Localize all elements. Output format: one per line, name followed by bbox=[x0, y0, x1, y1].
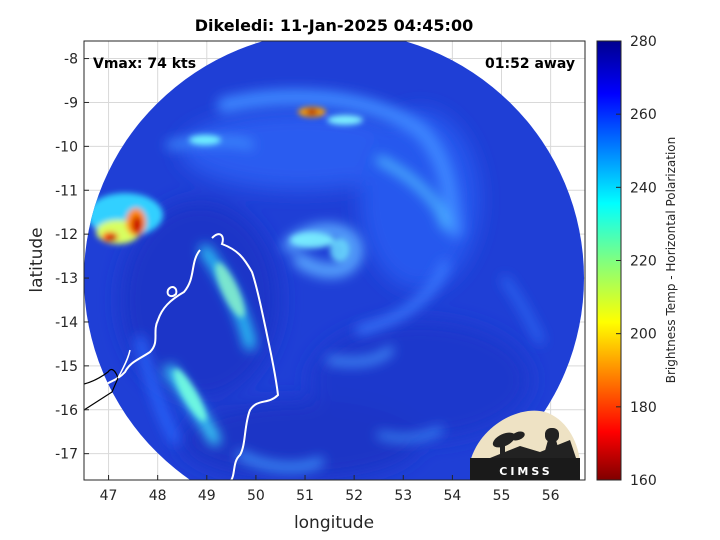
y-tick-label: -15 bbox=[55, 359, 78, 375]
colorbar-tick-label: 240 bbox=[630, 180, 657, 196]
y-axis-label: latitude bbox=[27, 227, 47, 292]
time-offset-annotation: 01:52 away bbox=[485, 56, 575, 72]
y-axis-ticks: -8 -9 -10 -11 -12 -13 -14 -15 -16 -17 bbox=[55, 52, 89, 463]
x-tick-label: 47 bbox=[100, 488, 118, 504]
logo-text: CIMSS bbox=[499, 465, 552, 478]
colorbar: 280 260 240 220 200 180 160 Brightness Temp - … bbox=[596, 34, 678, 489]
vmax-annotation: Vmax: 74 kts bbox=[93, 56, 196, 72]
x-tick-label: 51 bbox=[296, 488, 314, 504]
y-tick-label: -9 bbox=[64, 95, 78, 111]
chart-title: Dikeledi: 11-Jan-2025 04:45:00 bbox=[195, 16, 473, 35]
colorbar-tick-label: 160 bbox=[630, 473, 657, 489]
microwave-swath bbox=[84, 41, 584, 480]
plot-frame bbox=[83, 40, 586, 481]
colorbar-tick-label: 180 bbox=[630, 400, 657, 416]
y-tick-label: -16 bbox=[55, 403, 78, 419]
x-tick-label: 49 bbox=[198, 488, 216, 504]
x-tick-label: 52 bbox=[345, 488, 363, 504]
x-tick-label: 53 bbox=[394, 488, 412, 504]
africa-coastline bbox=[83, 368, 119, 411]
y-tick-label: -14 bbox=[55, 315, 78, 331]
madagascar-northwest-coastline bbox=[99, 249, 201, 389]
x-tick-label: 55 bbox=[493, 488, 511, 504]
colorbar-tick-label: 200 bbox=[630, 327, 657, 343]
colorbar-tick-label: 220 bbox=[630, 254, 657, 270]
x-axis-label: longitude bbox=[294, 513, 374, 533]
madagascar-coastline bbox=[211, 233, 280, 480]
x-tick-label: 54 bbox=[443, 488, 461, 504]
y-tick-label: -13 bbox=[55, 271, 78, 287]
x-tick-label: 50 bbox=[247, 488, 265, 504]
y-tick-label: -8 bbox=[64, 52, 78, 68]
y-tick-label: -12 bbox=[55, 227, 78, 243]
colorbar-tick-label: 260 bbox=[630, 107, 657, 123]
colorbar-label: Brightness Temp - Horizontal Polarizatio… bbox=[664, 137, 678, 384]
x-tick-label: 48 bbox=[149, 488, 167, 504]
y-tick-label: -10 bbox=[55, 139, 78, 155]
cimss-logo: CIMSS bbox=[470, 410, 580, 480]
y-tick-label: -11 bbox=[55, 183, 78, 199]
colorbar-tick-label: 280 bbox=[630, 34, 657, 50]
x-tick-label: 56 bbox=[542, 488, 560, 504]
colorbar-ticks: 280 260 240 220 200 180 160 bbox=[616, 34, 657, 489]
x-axis-ticks: 47 48 49 50 51 52 53 54 55 56 bbox=[100, 475, 560, 504]
y-tick-label: -17 bbox=[55, 447, 78, 463]
